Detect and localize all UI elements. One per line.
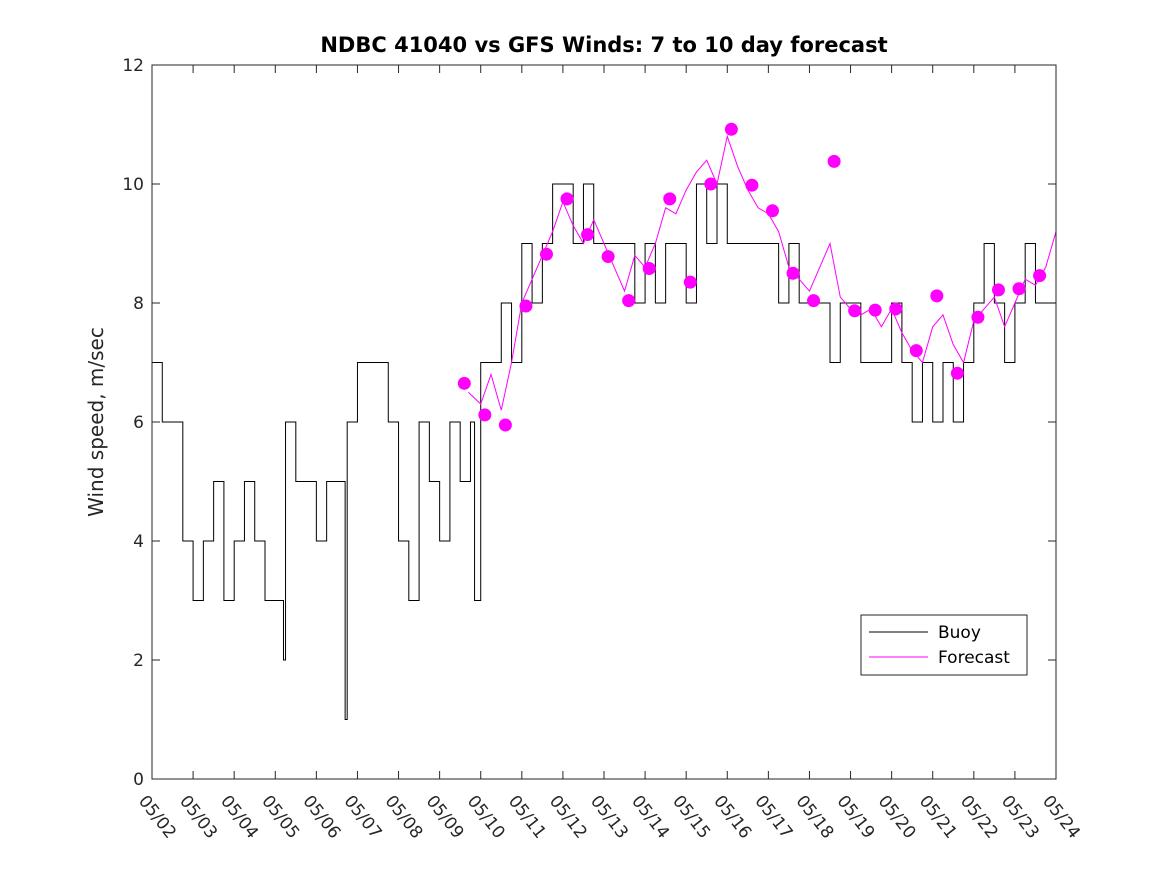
x-tick-label: 05/13 [586, 792, 632, 843]
x-tick-label: 05/24 [1038, 792, 1084, 843]
x-tick-label: 05/10 [463, 792, 509, 843]
forecast-marker [622, 294, 636, 308]
forecast-marker [724, 122, 738, 136]
legend: Buoy Forecast [860, 614, 1028, 676]
plot-series [152, 122, 1057, 720]
forecast-marker [1033, 269, 1047, 283]
forecast-marker [704, 177, 718, 191]
x-tick-label: 05/09 [422, 792, 468, 843]
x-tick-label: 05/08 [381, 792, 427, 843]
x-tick-label: 05/18 [792, 792, 838, 843]
forecast-marker [1012, 282, 1026, 296]
x-tick-label: 05/21 [915, 792, 961, 843]
y-axis-ticks: 0 2 4 6 8 10 12 [122, 56, 1056, 790]
y-tick-label: 6 [133, 413, 144, 433]
x-tick-label: 05/07 [340, 792, 386, 843]
y-tick-label: 0 [133, 770, 144, 790]
x-tick-label: 05/16 [709, 792, 755, 843]
x-tick-label: 05/14 [627, 792, 673, 843]
buoy-series-line [152, 183, 1056, 720]
y-tick-label: 10 [122, 175, 144, 195]
forecast-marker [848, 304, 862, 318]
x-tick-label: 05/19 [833, 792, 879, 843]
forecast-marker [663, 192, 677, 206]
x-tick-label: 05/11 [504, 792, 550, 843]
y-tick-label: 4 [133, 532, 144, 552]
x-tick-label: 05/17 [750, 792, 796, 843]
forecast-marker [642, 261, 656, 275]
x-tick-label: 05/06 [298, 792, 344, 843]
forecast-series-line [468, 134, 1057, 411]
forecast-marker [930, 289, 944, 303]
forecast-marker [519, 299, 533, 313]
chart-title: NDBC 41040 vs GFS Winds: 7 to 10 day for… [320, 33, 887, 57]
plot-frame [151, 64, 1057, 780]
x-tick-label: 05/04 [216, 792, 262, 843]
forecast-marker [683, 275, 697, 289]
forecast-marker [765, 204, 779, 218]
forecast-marker [745, 178, 759, 192]
forecast-marker [478, 408, 492, 422]
forecast-marker [971, 310, 985, 324]
forecast-marker [950, 366, 964, 380]
x-tick-label: 05/20 [874, 792, 920, 843]
x-tick-label: 05/05 [257, 792, 303, 843]
y-tick-label: 12 [122, 56, 144, 76]
legend-buoy-label: Buoy [938, 623, 981, 643]
y-tick-label: 2 [133, 651, 144, 671]
forecast-marker [457, 376, 471, 390]
x-tick-label: 05/02 [134, 792, 180, 843]
forecast-marker [807, 294, 821, 308]
y-tick-label: 8 [133, 294, 144, 314]
forecast-marker [498, 418, 512, 432]
forecast-marker [601, 250, 615, 264]
legend-box [860, 614, 1028, 676]
forecast-marker [827, 154, 841, 168]
x-tick-label: 05/03 [175, 792, 221, 843]
x-tick-label: 05/15 [668, 792, 714, 843]
x-tick-label: 05/23 [997, 792, 1043, 843]
x-tick-label: 05/22 [956, 792, 1002, 843]
forecast-marker [539, 247, 553, 261]
x-tick-label: 05/12 [545, 792, 591, 843]
forecast-marker [560, 192, 574, 206]
forecast-marker [786, 266, 800, 280]
legend-forecast-label: Forecast [938, 648, 1010, 668]
forecast-marker [991, 283, 1005, 297]
forecast-marker [868, 303, 882, 317]
forecast-marker [581, 228, 595, 242]
forecast-marker [909, 344, 923, 358]
forecast-marker [889, 302, 903, 316]
y-axis-label: Wind speed, m/sec [84, 327, 108, 517]
